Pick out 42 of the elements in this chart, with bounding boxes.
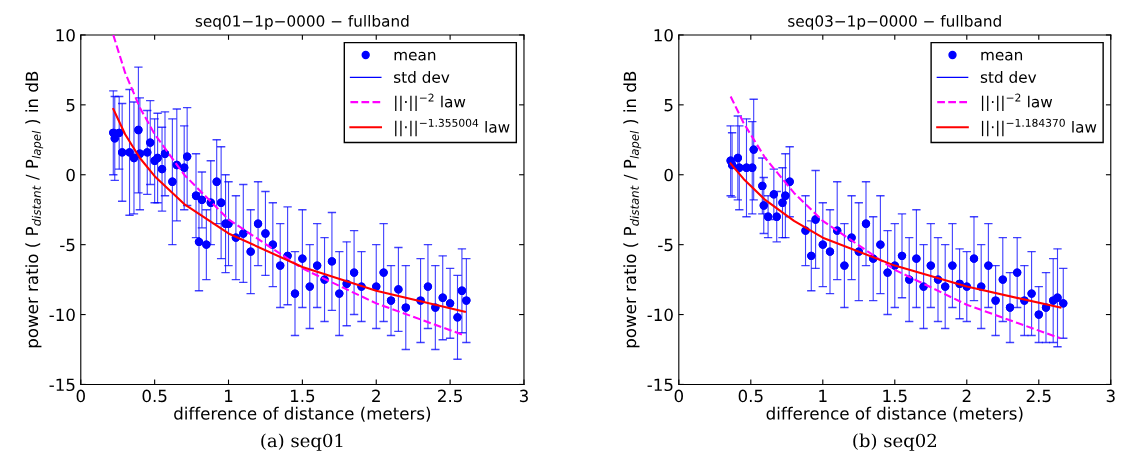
x-tick-label: 2 xyxy=(372,389,380,402)
legend-label: ||·||$^{−1.184370}$ law xyxy=(981,118,1097,137)
x-tick-label: 0.5 xyxy=(142,389,167,403)
chart-title: seq03−1p−0000 − fullband xyxy=(788,15,1001,30)
y-tick-label: 10 xyxy=(654,28,673,42)
x-axis-title: difference of distance (meters) xyxy=(766,406,1023,422)
text: (a) seq01 xyxy=(261,433,343,451)
y-tick-label: 10 xyxy=(56,28,75,42)
x-tick-label: 3 xyxy=(519,389,528,403)
x-axis-title: difference of distance (meters) xyxy=(174,406,431,422)
x-tick-label: 1.5 xyxy=(290,389,315,403)
y-tick-label: 5 xyxy=(66,99,75,112)
y-tick-label: -5 xyxy=(658,238,673,252)
chart-title: seq01−1p−0000 − fullband xyxy=(195,15,409,30)
y-tick-label: -10 xyxy=(647,308,673,322)
x-tick-label: 1 xyxy=(225,389,233,402)
legend-label: std dev xyxy=(980,71,1037,83)
x-tick-label: 0.5 xyxy=(738,389,763,403)
x-tick-label: 1 xyxy=(819,389,827,402)
y-tick-label: -15 xyxy=(647,378,673,392)
y-axis-title: power ratio ( P$_{distant}$ / P$_{lapel}$ ) in dB xyxy=(623,71,642,348)
text: (b) seq02 xyxy=(853,433,936,451)
legend-label: ||·||$^{−1.355004}$ law xyxy=(395,118,510,137)
y-tick-label: 0 xyxy=(66,168,75,182)
legend-label: mean xyxy=(394,51,436,61)
x-tick-label: 0 xyxy=(674,389,684,403)
x-tick-label: 2.5 xyxy=(1026,389,1051,403)
y-tick-label: 0 xyxy=(664,168,673,182)
x-tick-label: 0 xyxy=(76,389,85,403)
y-tick-label: -10 xyxy=(49,308,75,322)
y-tick-label: -15 xyxy=(49,378,75,392)
y-axis-title: power ratio ( P$_{distant}$ / P$_{lapel}$ ) in dB xyxy=(25,71,44,348)
x-tick-label: 2 xyxy=(962,389,971,402)
x-tick-label: 2.5 xyxy=(438,389,462,403)
legend-label: std dev xyxy=(394,71,450,83)
legend-label: ||·||$^{−2}$ law xyxy=(395,93,466,111)
legend-label: mean xyxy=(981,51,1023,61)
x-tick-label: 3 xyxy=(1106,389,1115,403)
legend-label: ||·||$^{−2}$ law xyxy=(981,93,1053,111)
x-tick-label: 1.5 xyxy=(883,389,907,403)
y-tick-label: -5 xyxy=(60,238,75,252)
y-tick-label: 5 xyxy=(664,99,673,112)
